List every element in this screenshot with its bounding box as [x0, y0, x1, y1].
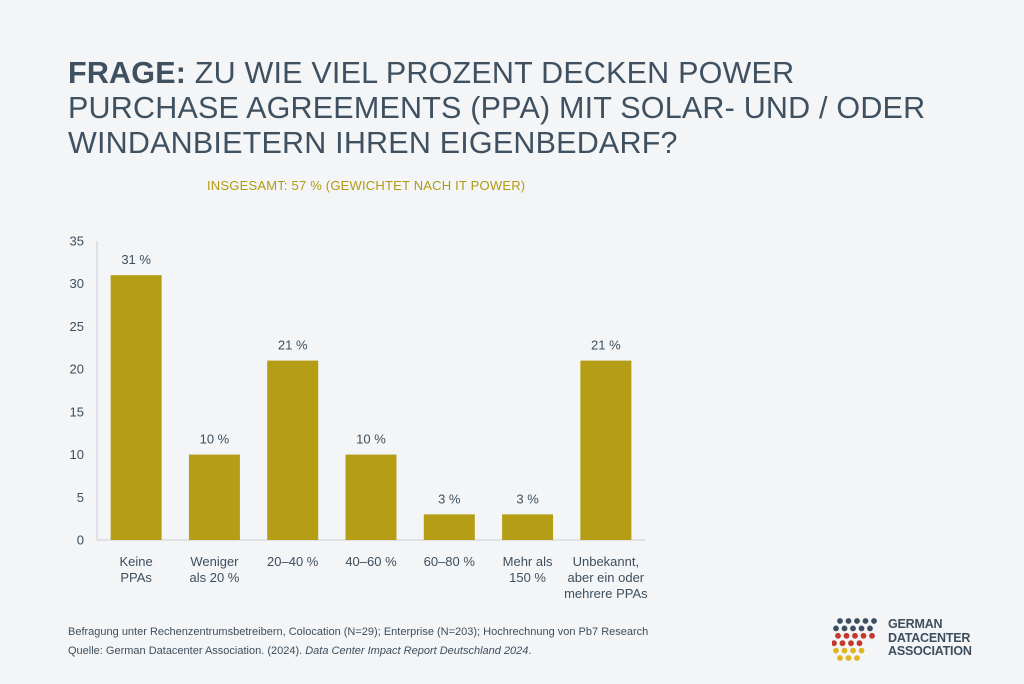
logo-text: GERMAN DATACENTER ASSOCIATION	[888, 617, 972, 659]
y-tick-label: 0	[77, 533, 84, 548]
logo-dot	[854, 655, 860, 661]
category-label: Mehr als 150 %	[503, 554, 553, 585]
logo-dot	[837, 618, 843, 624]
logo-dot	[848, 640, 854, 647]
data-label: 10 %	[200, 432, 230, 447]
data-label: 21 %	[591, 338, 621, 353]
bar	[110, 275, 162, 540]
source-title: Data Center Impact Report Deutschland 20…	[305, 645, 529, 657]
logo-dot	[843, 632, 850, 639]
source-prefix: Quelle: German Datacenter Association. (…	[68, 645, 306, 657]
y-tick-label: 10	[70, 447, 84, 462]
logo-dot	[854, 618, 860, 624]
logo-dot	[839, 640, 846, 647]
logo-dot	[869, 632, 875, 639]
y-tick-label: 15	[70, 404, 84, 419]
logo-dot	[845, 655, 852, 661]
logo-dot	[871, 618, 877, 624]
logo-dot	[845, 618, 852, 624]
bar-chart: 0 5 10 15 20 25 30 35 31 % Keine PPAs 10 % Weniger al…	[70, 234, 649, 602]
logo-dot	[837, 655, 843, 661]
bar	[267, 360, 319, 540]
category-label: Keine PPAs	[120, 554, 153, 585]
logo-dot	[850, 625, 856, 632]
category-label: Unbekannt, aber ein oder mehrere PPAs	[564, 554, 648, 601]
logo-dot	[833, 625, 839, 632]
logo-dot	[841, 625, 848, 632]
logo-dot	[858, 625, 865, 632]
logo-line-1: GERMAN	[888, 617, 943, 631]
logo-dot	[858, 647, 865, 654]
logo-line-3: ASSOCIATION	[888, 644, 972, 658]
chart-subtitle: INSGESAMT: 57 % (GEWICHTET NACH IT POWER…	[207, 178, 526, 193]
title-prefix: FRAGE:	[68, 56, 187, 90]
source-suffix: .	[528, 645, 532, 657]
logo-dot	[862, 618, 869, 624]
logo-dot	[867, 625, 873, 632]
logo-dots-icon	[831, 618, 877, 661]
bar	[423, 514, 475, 540]
category-label: 20–40 %	[267, 554, 319, 569]
bar	[502, 514, 554, 540]
y-tick-label: 25	[70, 319, 84, 334]
bar	[580, 360, 632, 540]
logo-dot	[833, 647, 839, 654]
logo-line-2: DATACENTER	[888, 630, 971, 645]
category-label: 60–80 %	[424, 554, 476, 569]
logo-dot	[850, 647, 856, 654]
data-label: 3 %	[438, 491, 461, 506]
chart-title: FRAGE: ZU WIE VIEL PROZENT DECKEN POWER …	[68, 56, 968, 161]
data-label: 10 %	[356, 432, 386, 447]
data-label: 21 %	[278, 338, 308, 353]
data-label: 3 %	[516, 491, 539, 506]
logo-dot	[852, 632, 858, 639]
survey-note: Befragung unter Rechenzentrumsbetreibern…	[68, 626, 649, 638]
y-tick-label: 20	[70, 362, 84, 377]
gda-logo: GERMAN DATACENTER ASSOCIATION	[831, 616, 992, 664]
y-tick-label: 5	[77, 490, 84, 505]
category-label: Weniger als 20 %	[189, 554, 239, 585]
logo-dot	[835, 632, 841, 639]
logo-dot	[831, 640, 837, 647]
source-citation: Quelle: German Datacenter Association. (…	[68, 645, 531, 657]
bar	[188, 454, 240, 540]
y-tick-label: 30	[70, 276, 84, 291]
data-label: 31 %	[121, 252, 151, 267]
logo-dot	[841, 647, 848, 654]
bar	[345, 454, 397, 540]
category-label: 40–60 %	[345, 554, 397, 569]
logo-dot	[856, 640, 863, 647]
logo-dot	[860, 632, 867, 639]
y-tick-label: 35	[70, 234, 84, 249]
title-question: ZU WIE VIEL PROZENT DECKEN POWER PURCHAS…	[68, 56, 926, 160]
